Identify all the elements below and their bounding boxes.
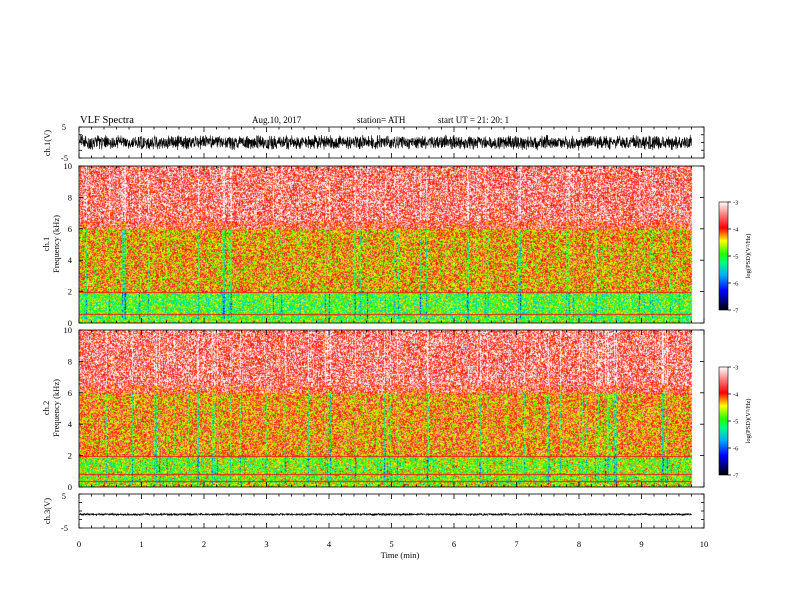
freq-tick-label: 8 xyxy=(68,192,72,202)
colorbar-tick-label: -6 xyxy=(733,446,739,453)
ch1-ytick-bottom: -5 xyxy=(61,153,68,163)
colorbar-tick-label: -7 xyxy=(733,308,739,315)
figure-date: Aug.10, 2017 xyxy=(252,115,302,125)
colorbar-tick-label: -7 xyxy=(733,473,739,480)
wave3-line xyxy=(78,512,692,517)
ch1-waveform-ylabel: ch.1(V) xyxy=(42,130,52,156)
ch1-spectrogram-ticks: 0 2 4 6 8 10 xyxy=(64,161,704,328)
freq-tick-label: 6 xyxy=(68,224,72,234)
time-tick-label: 5 xyxy=(389,539,393,549)
time-axis-tick-labels: 0 1 2 3 4 5 6 7 8 9 10 xyxy=(77,539,708,549)
ch2-spectrogram-image xyxy=(79,330,704,487)
colorbar-tick-label: -4 xyxy=(733,227,739,234)
figure-start-time: start UT = 21: 20: 1 xyxy=(438,115,509,125)
ch1-colorbar-gradient xyxy=(718,201,729,311)
ch1-channel-label: ch.1 xyxy=(41,237,51,251)
ch3-waveform-ticks xyxy=(79,493,704,529)
colorbar-tick-label: -6 xyxy=(733,281,739,288)
time-tick-label: 1 xyxy=(139,539,143,549)
freq-tick-label: 6 xyxy=(68,388,72,398)
freq-tick-label: 2 xyxy=(68,451,72,461)
ch3-waveform-frame xyxy=(78,493,705,529)
time-tick-label: 2 xyxy=(202,539,206,549)
spec1-raster xyxy=(79,166,704,323)
colorbar-tick-label: -5 xyxy=(733,419,738,426)
freq-tick-label: 8 xyxy=(68,356,72,366)
ch2-colorbar-ticks: -3 -4 -5 -6 -7 xyxy=(728,365,739,480)
wave1-line xyxy=(78,134,692,151)
ch1-colorbar: -3 -4 -5 -6 -7 log(PSD)(V²/Hz) xyxy=(718,200,752,315)
ch2-spectrogram-panel: 0 2 4 6 8 10 ch.2 Frequency (kHz) xyxy=(41,325,705,492)
time-tick-label: 3 xyxy=(264,539,268,549)
ch3-ytick-bottom: -5 xyxy=(61,523,68,533)
figure-title: VLF Spectra xyxy=(80,115,134,126)
ch2-channel-label: ch.2 xyxy=(41,401,51,415)
time-tick-label: 10 xyxy=(700,539,709,549)
time-tick-label: 4 xyxy=(327,539,332,549)
ch1-spectrogram-panel: 0 2 4 6 8 10 ch.1 Frequency (kHz) xyxy=(41,161,705,328)
time-axis-ticks xyxy=(78,127,705,528)
ch1-ytick-top: 5 xyxy=(62,122,66,132)
ch2-spectrogram-ticks: 0 2 4 6 8 10 xyxy=(64,325,704,492)
freq-tick-label: 4 xyxy=(68,419,73,429)
colorbar-tick-label: -3 xyxy=(733,200,738,207)
freq-tick-label: 2 xyxy=(68,287,72,297)
ch1-waveform-ticks xyxy=(79,126,704,159)
ch3-waveform-ylabel: ch.3(V) xyxy=(42,498,52,524)
freq-tick-label: 4 xyxy=(68,255,73,265)
time-axis-label: Time (min) xyxy=(381,550,420,560)
ch2-frequency-label: Frequency (kHz) xyxy=(51,379,61,437)
freq-tick-label: 0 xyxy=(68,482,72,492)
colorbar-tick-label: -4 xyxy=(733,392,739,399)
time-tick-label: 6 xyxy=(452,539,456,549)
ch1-spectrogram-image xyxy=(79,166,704,323)
colorbar-tick-label: -5 xyxy=(733,254,738,261)
ch1-waveform-trace xyxy=(78,134,692,151)
ch1-frequency-label: Frequency (kHz) xyxy=(51,215,61,273)
freq-tick-label: 0 xyxy=(68,318,72,328)
colorbar-tick-label: -3 xyxy=(733,365,738,372)
ch3-ytick-top: 5 xyxy=(62,491,66,501)
time-tick-label: 9 xyxy=(639,539,643,549)
freq-tick-label: 10 xyxy=(64,325,73,335)
ch2-colorbar-label: log(PSD)(V²/Hz) xyxy=(745,399,752,444)
ch1-colorbar-ticks: -3 -4 -5 -6 -7 xyxy=(728,200,739,315)
time-tick-label: 7 xyxy=(514,539,518,549)
ch1-colorbar-label: log(PSD)(V²/Hz) xyxy=(745,234,752,279)
spec2-raster xyxy=(79,330,704,487)
ch2-colorbar: -3 -4 -5 -6 -7 log(PSD)(V²/Hz) xyxy=(718,365,752,480)
time-tick-label: 8 xyxy=(577,539,581,549)
ch2-colorbar-gradient xyxy=(718,366,729,476)
figure-station: station= ATH xyxy=(357,115,406,125)
time-tick-label: 0 xyxy=(77,539,81,549)
ch3-waveform-trace xyxy=(78,512,692,517)
freq-tick-label: 10 xyxy=(64,161,73,171)
